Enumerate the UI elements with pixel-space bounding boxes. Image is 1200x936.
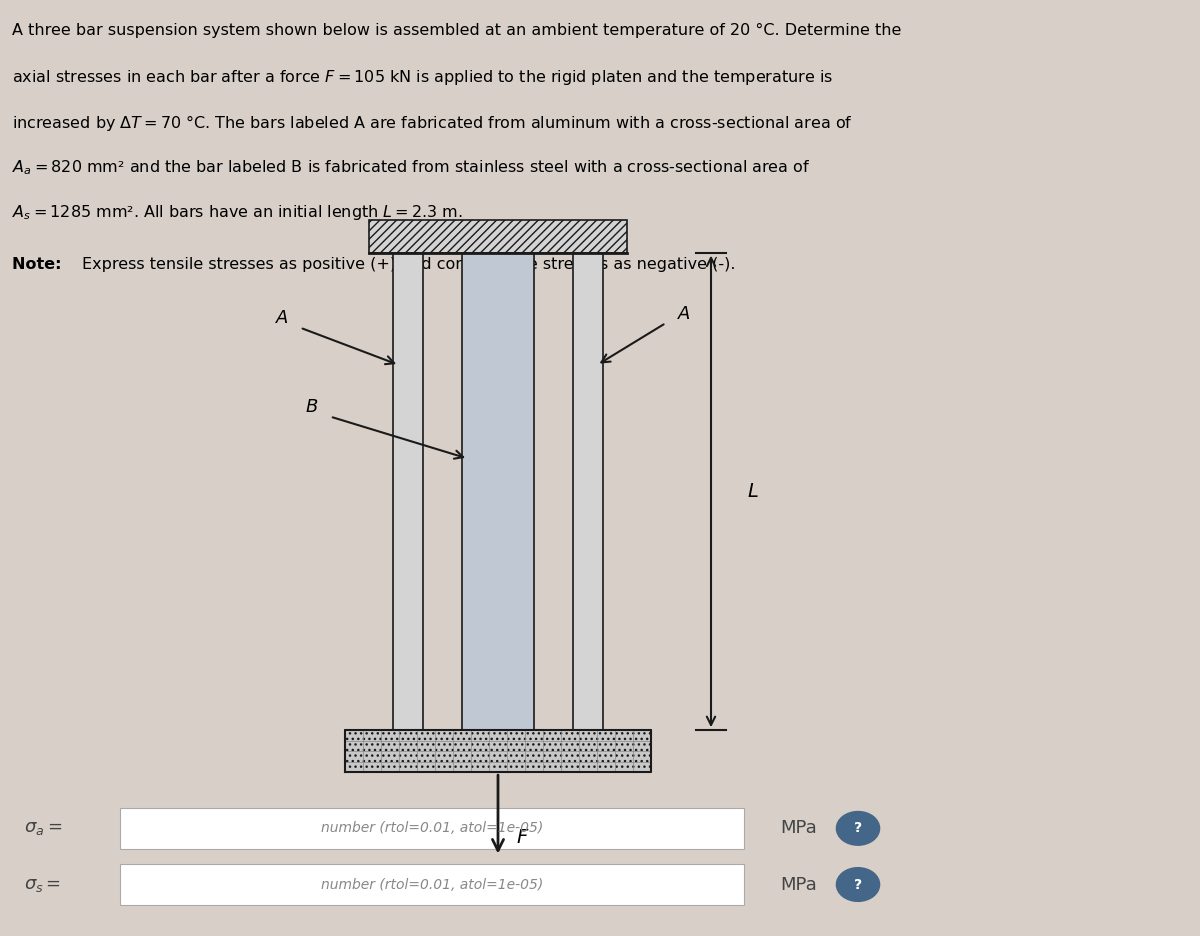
- Text: Note:: Note:: [12, 257, 67, 272]
- Text: A: A: [678, 304, 690, 323]
- Circle shape: [836, 812, 880, 845]
- Text: $F$: $F$: [516, 828, 529, 847]
- Bar: [574, 253, 604, 730]
- Text: $\sigma_a =$: $\sigma_a =$: [24, 819, 62, 838]
- Text: $A_s = 1285$ mm². All bars have an initial length $L = 2.3$ m.: $A_s = 1285$ mm². All bars have an initi…: [12, 203, 463, 222]
- Bar: [120, 864, 744, 905]
- Text: A three bar suspension system shown below is assembled at an ambient temperature: A three bar suspension system shown belo…: [12, 23, 901, 38]
- Bar: [462, 253, 534, 730]
- Text: increased by $\Delta T = 70$ °C. The bars labeled A are fabricated from aluminum: increased by $\Delta T = 70$ °C. The bar…: [12, 113, 853, 133]
- Text: number (rtol=0.01, atol=1e-05): number (rtol=0.01, atol=1e-05): [320, 822, 544, 835]
- Text: B: B: [306, 398, 318, 417]
- Bar: [346, 730, 650, 772]
- Bar: [392, 253, 424, 730]
- Text: ?: ?: [854, 822, 862, 835]
- Text: axial stresses in each bar after a force $F = 105$ kN is applied to the rigid pl: axial stresses in each bar after a force…: [12, 68, 833, 87]
- Text: $A_a = 820$ mm² and the bar labeled B is fabricated from stainless steel with a : $A_a = 820$ mm² and the bar labeled B is…: [12, 158, 810, 177]
- Text: Express tensile stresses as positive (+) and compressive stresses as negative (-: Express tensile stresses as positive (+)…: [82, 257, 736, 272]
- Text: $L$: $L$: [746, 482, 758, 501]
- Text: number (rtol=0.01, atol=1e-05): number (rtol=0.01, atol=1e-05): [320, 878, 544, 891]
- Text: ?: ?: [854, 878, 862, 891]
- Text: A: A: [276, 309, 288, 328]
- Circle shape: [836, 868, 880, 901]
- Bar: [120, 808, 744, 849]
- Text: MPa: MPa: [780, 875, 817, 894]
- Text: $\sigma_s =$: $\sigma_s =$: [24, 875, 61, 894]
- Bar: [370, 220, 628, 253]
- Text: MPa: MPa: [780, 819, 817, 838]
